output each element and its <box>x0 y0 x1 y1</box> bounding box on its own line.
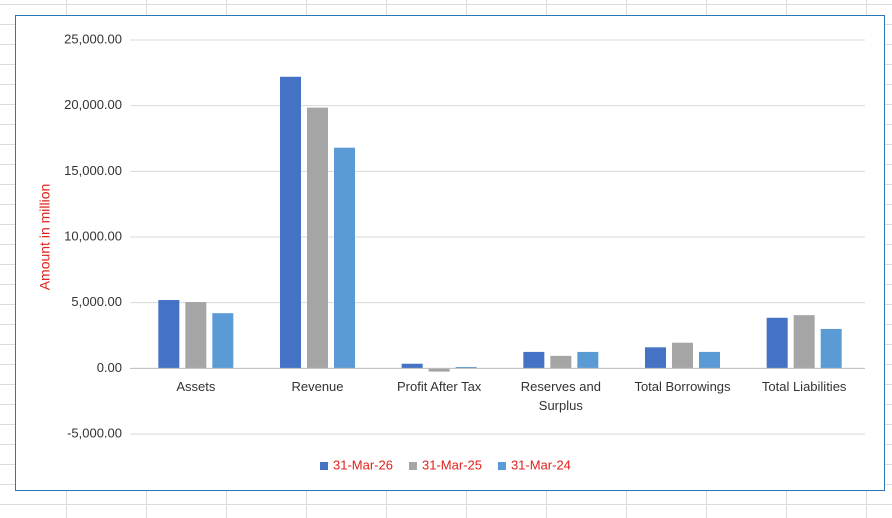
bar <box>550 355 572 369</box>
bar <box>645 347 666 369</box>
bar <box>577 351 599 369</box>
x-tick-label: Assets <box>176 379 216 395</box>
bar <box>280 76 301 369</box>
y-axis-label: Amount in million <box>37 184 53 291</box>
legend-swatch <box>408 462 417 470</box>
y-tick-label: 15,000.00 <box>64 163 122 178</box>
x-tick-label: Total Borrowings <box>634 379 731 395</box>
x-tick-label: Revenue <box>291 379 344 395</box>
bar <box>820 328 842 369</box>
legend-label: 31-Mar-25 <box>422 457 482 472</box>
bar <box>158 300 180 369</box>
bar <box>699 351 720 369</box>
bar <box>185 302 207 369</box>
bar <box>428 368 450 372</box>
legend-swatch <box>497 462 506 470</box>
bar <box>334 147 355 369</box>
bar <box>793 315 815 369</box>
chart-area <box>15 15 885 491</box>
x-tick-label: Profit After Tax <box>397 379 482 395</box>
x-tick-label: Total Liabilities <box>761 379 847 395</box>
bar <box>212 313 234 369</box>
y-tick-label: 25,000.00 <box>64 31 122 46</box>
bar <box>672 342 693 369</box>
x-tick-label: Reserves and Surplus <box>520 379 601 414</box>
bar <box>307 107 328 369</box>
bar <box>523 351 545 369</box>
y-tick-label: 10,000.00 <box>64 228 122 243</box>
legend-label: 31-Mar-24 <box>511 457 571 472</box>
y-tick-label: -5,000.00 <box>67 425 122 440</box>
y-tick-label: 5,000.00 <box>71 294 122 309</box>
bar <box>766 317 788 369</box>
legend-swatch <box>320 462 328 470</box>
y-tick-label: 0.00 <box>97 360 122 375</box>
legend-label: 31-Mar-26 <box>333 457 393 472</box>
bar <box>455 367 477 369</box>
bar <box>401 363 423 369</box>
y-tick-label: 20,000.00 <box>64 97 122 112</box>
